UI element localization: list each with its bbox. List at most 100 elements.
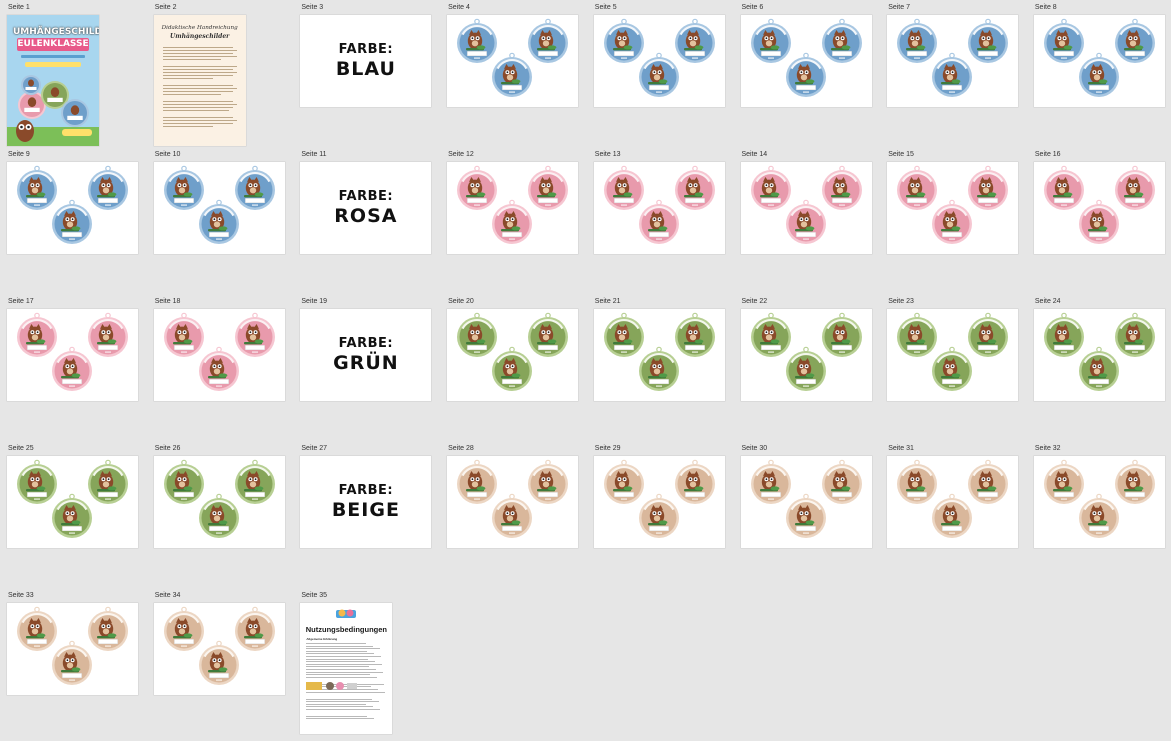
page-thumbnail[interactable]: Seite 30 bbox=[734, 441, 880, 587]
tag-footer-text bbox=[180, 645, 187, 647]
name-tag bbox=[1043, 165, 1084, 210]
tag-footer-text bbox=[1131, 498, 1138, 500]
tag-footer-text bbox=[545, 498, 552, 500]
color-divider-page: FARBE: GRÜN bbox=[300, 309, 432, 401]
page-thumbnail[interactable]: Seite 9 bbox=[0, 147, 146, 293]
page-thumbnail[interactable]: Seite 18 bbox=[147, 294, 293, 440]
page-thumbnail[interactable]: Seite 28 bbox=[440, 441, 586, 587]
tag-footer-text bbox=[620, 204, 627, 206]
text-line bbox=[306, 643, 367, 644]
owl-icon bbox=[245, 177, 260, 197]
name-tag bbox=[821, 18, 862, 63]
name-tag-sheet-art bbox=[603, 312, 715, 391]
page-thumbnail[interactable]: Seite 34 bbox=[147, 588, 293, 734]
page-thumbnail[interactable]: Seite 24 bbox=[1027, 294, 1171, 440]
page-thumbnail[interactable]: Seite 5 bbox=[587, 0, 733, 146]
name-tag bbox=[528, 165, 569, 210]
name-tag bbox=[897, 18, 938, 63]
page-thumbnail[interactable]: Seite 17 bbox=[0, 294, 146, 440]
name-field bbox=[208, 379, 229, 385]
page-label: Seite 32 bbox=[1034, 445, 1061, 452]
name-field bbox=[648, 379, 669, 385]
page-thumbnail[interactable]: Seite 1 UMHÄNGESCHILDEREULENKLASSE bbox=[0, 0, 146, 146]
owl-icon bbox=[978, 324, 994, 344]
page-thumbnail[interactable]: Seite 32 bbox=[1027, 441, 1171, 587]
tag-footer-text bbox=[691, 57, 698, 59]
page-thumbnail[interactable]: Seite 3 FARBE: BLAU bbox=[293, 0, 439, 146]
name-tag bbox=[897, 459, 938, 504]
owl-icon bbox=[649, 505, 664, 525]
name-tag bbox=[603, 459, 644, 504]
text-line bbox=[306, 663, 383, 665]
owl-icon bbox=[502, 211, 518, 231]
name-field bbox=[467, 345, 487, 351]
tag-arc-title bbox=[168, 613, 200, 624]
tag-footer-text bbox=[509, 91, 516, 93]
leaf-icon bbox=[511, 373, 521, 378]
page-thumbnail[interactable]: Seite 10 bbox=[147, 147, 293, 293]
leaf-icon bbox=[694, 486, 704, 491]
tag-footer-text bbox=[691, 204, 698, 206]
name-tag-sheet bbox=[740, 162, 872, 254]
page-label: Seite 6 bbox=[741, 4, 764, 11]
page-thumbnail[interactable]: Seite 23 bbox=[880, 294, 1026, 440]
page-thumbnail[interactable]: Seite 35 Nutzungsbedingungen Allgemeine Er… bbox=[293, 588, 439, 734]
page-thumbnail[interactable]: Seite 13 bbox=[587, 147, 733, 293]
page-thumbnail[interactable]: Seite 29 bbox=[587, 441, 733, 587]
name-tag-sheet-art bbox=[17, 606, 128, 685]
cover-tag bbox=[61, 99, 89, 127]
name-field bbox=[502, 526, 522, 532]
text-line bbox=[162, 75, 233, 76]
page-thumbnail[interactable]: Seite 4 bbox=[440, 0, 586, 146]
page-label: Seite 11 bbox=[301, 151, 327, 158]
text-line bbox=[306, 703, 367, 705]
name-field bbox=[1125, 345, 1145, 351]
page-thumbnail[interactable]: Seite 31 bbox=[880, 441, 1026, 587]
text-line bbox=[162, 120, 237, 121]
tag-arc-title bbox=[92, 319, 124, 330]
page-thumbnail[interactable]: Seite 27 FARBE: BEIGE bbox=[293, 441, 439, 587]
page-thumbnail[interactable]: Seite 33 bbox=[0, 588, 146, 734]
name-field bbox=[538, 345, 558, 351]
name-field bbox=[648, 85, 669, 91]
page-thumbnail[interactable]: Seite 19 FARBE: GRÜN bbox=[293, 294, 439, 440]
page-thumbnail[interactable]: Seite 2 Didaktische Handreichung Umhängesc… bbox=[147, 0, 293, 146]
page-thumbnail[interactable]: Seite 21 bbox=[587, 294, 733, 440]
name-field bbox=[1089, 526, 1109, 532]
text-line bbox=[162, 50, 237, 51]
tag-arc-title bbox=[1083, 59, 1115, 70]
name-tag bbox=[457, 165, 498, 210]
name-tag-sheet-art bbox=[457, 312, 569, 391]
page-thumbnail[interactable]: Seite 12 bbox=[440, 147, 586, 293]
owl-icon bbox=[467, 30, 483, 50]
leaf-icon bbox=[658, 79, 668, 84]
leaf-icon bbox=[107, 192, 117, 197]
page-thumbnail[interactable]: Seite 22 bbox=[734, 294, 880, 440]
page-thumbnail[interactable]: Seite 8 bbox=[1027, 0, 1171, 146]
owl-icon bbox=[1089, 358, 1105, 378]
page-thumbnail[interactable]: Seite 15 bbox=[880, 147, 1026, 293]
tag-arc-title bbox=[56, 500, 88, 511]
page-thumbnail[interactable]: Seite 26 bbox=[147, 441, 293, 587]
name-field bbox=[795, 85, 816, 91]
page-thumbnail[interactable]: Seite 16 bbox=[1027, 147, 1171, 293]
tag-arc-title bbox=[790, 500, 821, 511]
name-field bbox=[467, 492, 487, 498]
terms-page: Nutzungsbedingungen Allgemeine Erklärung bbox=[300, 603, 393, 734]
page-thumbnail[interactable]: Seite 6 bbox=[734, 0, 880, 146]
page-thumbnail[interactable]: Seite 20 bbox=[440, 294, 586, 440]
page-thumbnail[interactable]: Seite 7 bbox=[880, 0, 1026, 146]
page-thumbnail[interactable]: Seite 11 FARBE: ROSA bbox=[293, 147, 439, 293]
page-thumbnail[interactable]: Seite 25 bbox=[0, 441, 146, 587]
tag-arc-title bbox=[901, 466, 933, 477]
page-thumbnail[interactable]: Seite 14 bbox=[734, 147, 880, 293]
text-line bbox=[162, 104, 237, 105]
leaf-icon bbox=[770, 45, 779, 50]
leaf-icon bbox=[987, 45, 997, 50]
name-tag bbox=[821, 165, 862, 210]
name-tag bbox=[897, 165, 938, 210]
tag-arc-title bbox=[92, 613, 124, 624]
leaf-icon bbox=[770, 192, 779, 197]
instructions-body bbox=[162, 47, 237, 133]
tag-arc-title bbox=[56, 206, 88, 217]
